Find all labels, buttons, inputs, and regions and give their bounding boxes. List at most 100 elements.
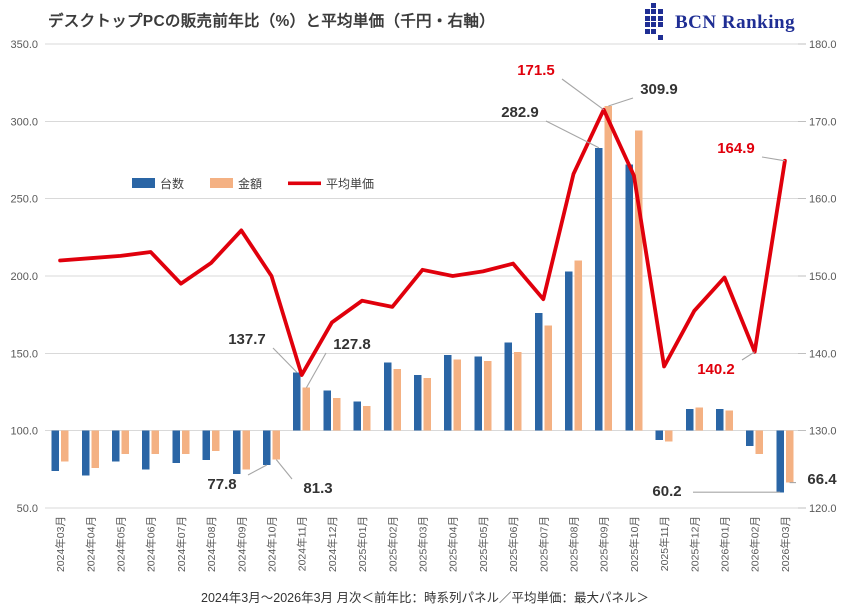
bar-units xyxy=(202,430,211,461)
bar-units xyxy=(504,342,513,431)
logo-square xyxy=(657,22,663,28)
annotation-label: 282.9 xyxy=(501,104,539,121)
bar-amount xyxy=(212,430,220,451)
x-axis-label: 2026年03月 xyxy=(779,516,792,572)
bar-amount xyxy=(423,378,431,431)
annotation-leader xyxy=(545,120,600,149)
annotation-leader xyxy=(247,464,268,476)
x-axis-label: 2025年03月 xyxy=(417,516,430,572)
x-axis-label: 2025年10月 xyxy=(628,516,641,572)
bar-amount xyxy=(151,430,160,454)
logo-square xyxy=(657,35,663,40)
annotation-label: 140.2 xyxy=(697,361,735,378)
logo-square xyxy=(651,9,657,15)
x-axis-label: 2024年07月 xyxy=(175,516,188,572)
left-axis-label: 50.0 xyxy=(17,503,38,515)
bar-units xyxy=(172,430,180,464)
annotation-label: 60.2 xyxy=(652,483,681,500)
x-axis-label: 2025年09月 xyxy=(598,516,611,572)
logo-square xyxy=(645,28,650,34)
annotation-leader xyxy=(561,78,605,111)
bar-units xyxy=(474,356,482,431)
x-axis-label: 2025年02月 xyxy=(386,516,399,572)
page-title: デスクトップPCの販売前年比（%）と平均単価（千円・右軸） xyxy=(48,13,496,30)
annotation-label: 164.9 xyxy=(717,140,755,157)
bcn-logo: BCN Ranking xyxy=(645,3,795,42)
x-axis-label: 2025年06月 xyxy=(507,516,520,572)
bar-amount xyxy=(483,361,492,431)
bar-units xyxy=(444,354,452,431)
bar-units xyxy=(323,390,331,431)
bar-units xyxy=(142,430,150,470)
bar-units xyxy=(383,362,392,431)
bar-amount xyxy=(393,368,401,431)
bar-amount xyxy=(604,106,613,431)
logo-square xyxy=(657,9,663,15)
annotation-label: 171.5 xyxy=(517,62,555,79)
bar-amount xyxy=(302,387,311,431)
logo-square xyxy=(645,9,650,15)
price-line xyxy=(58,107,787,377)
x-axis-label: 2024年10月 xyxy=(266,516,279,572)
right-axis-label: 180.0 xyxy=(809,39,837,51)
x-axis-label: 2024年04月 xyxy=(84,516,97,572)
x-axis-label: 2024年11月 xyxy=(296,516,309,571)
x-axis-label: 2025年07月 xyxy=(537,516,550,572)
legend-label: 平均単価 xyxy=(326,177,374,191)
right-axis-label: 160.0 xyxy=(809,194,837,206)
bar-units xyxy=(414,375,422,431)
right-axis-label: 130.0 xyxy=(809,426,837,438)
annotation-label: 66.4 xyxy=(807,471,837,488)
bar-amount xyxy=(785,430,794,483)
left-axis-label: 300.0 xyxy=(10,116,38,128)
bar-amount xyxy=(91,430,99,468)
bar-amount xyxy=(544,325,552,431)
bcn-logo-mark-icon xyxy=(645,3,666,42)
x-axis-label: 2025年04月 xyxy=(447,516,460,572)
legend-swatch-amount xyxy=(210,178,233,188)
left-axis-label: 100.0 xyxy=(10,426,38,438)
bar-units xyxy=(655,430,664,440)
annotation-leader xyxy=(272,347,298,373)
logo-square xyxy=(651,3,657,8)
bcn-logo-text: BCN Ranking xyxy=(675,11,796,33)
bar-amount xyxy=(755,430,764,454)
x-axis-label: 2026年01月 xyxy=(719,516,732,572)
bar-units xyxy=(776,430,784,493)
bar-units xyxy=(746,430,754,447)
legend-swatch-units xyxy=(132,178,155,188)
right-axis-label: 150.0 xyxy=(809,271,837,283)
bar-units xyxy=(534,313,543,431)
bar-units xyxy=(353,401,362,431)
bar-units xyxy=(595,147,603,431)
bar-units xyxy=(81,430,90,476)
bar-units xyxy=(625,164,633,431)
x-axis-label: 2025年05月 xyxy=(477,516,490,572)
annotation-label: 77.8 xyxy=(207,476,236,493)
left-axis-label: 200.0 xyxy=(10,271,38,283)
bar-units xyxy=(565,271,573,431)
legend-label: 台数 xyxy=(160,176,184,191)
x-axis-label: 2025年08月 xyxy=(568,516,581,572)
x-axis-label: 2025年11月 xyxy=(658,516,671,571)
x-axis-label: 2025年12月 xyxy=(688,516,701,572)
bar-amount xyxy=(634,130,643,431)
annotation-leader xyxy=(741,351,755,361)
annotation-leader xyxy=(761,156,785,162)
right-axis-label: 120.0 xyxy=(809,503,837,515)
logo-square xyxy=(657,15,663,21)
annotation-label: 81.3 xyxy=(303,480,332,497)
bar-units xyxy=(293,372,301,431)
bar-amount xyxy=(332,398,341,431)
x-axis-label: 2025年01月 xyxy=(356,516,369,572)
bar-units xyxy=(685,409,694,431)
bar-units xyxy=(716,409,724,431)
bar-amount xyxy=(363,405,371,431)
x-axis-label: 2024年08月 xyxy=(205,516,218,572)
bar-amount xyxy=(61,430,69,462)
bar-amount xyxy=(514,351,522,431)
left-axis-label: 250.0 xyxy=(10,194,38,206)
left-axis-label: 350.0 xyxy=(10,39,38,51)
x-axis-label: 2024年12月 xyxy=(326,516,339,572)
